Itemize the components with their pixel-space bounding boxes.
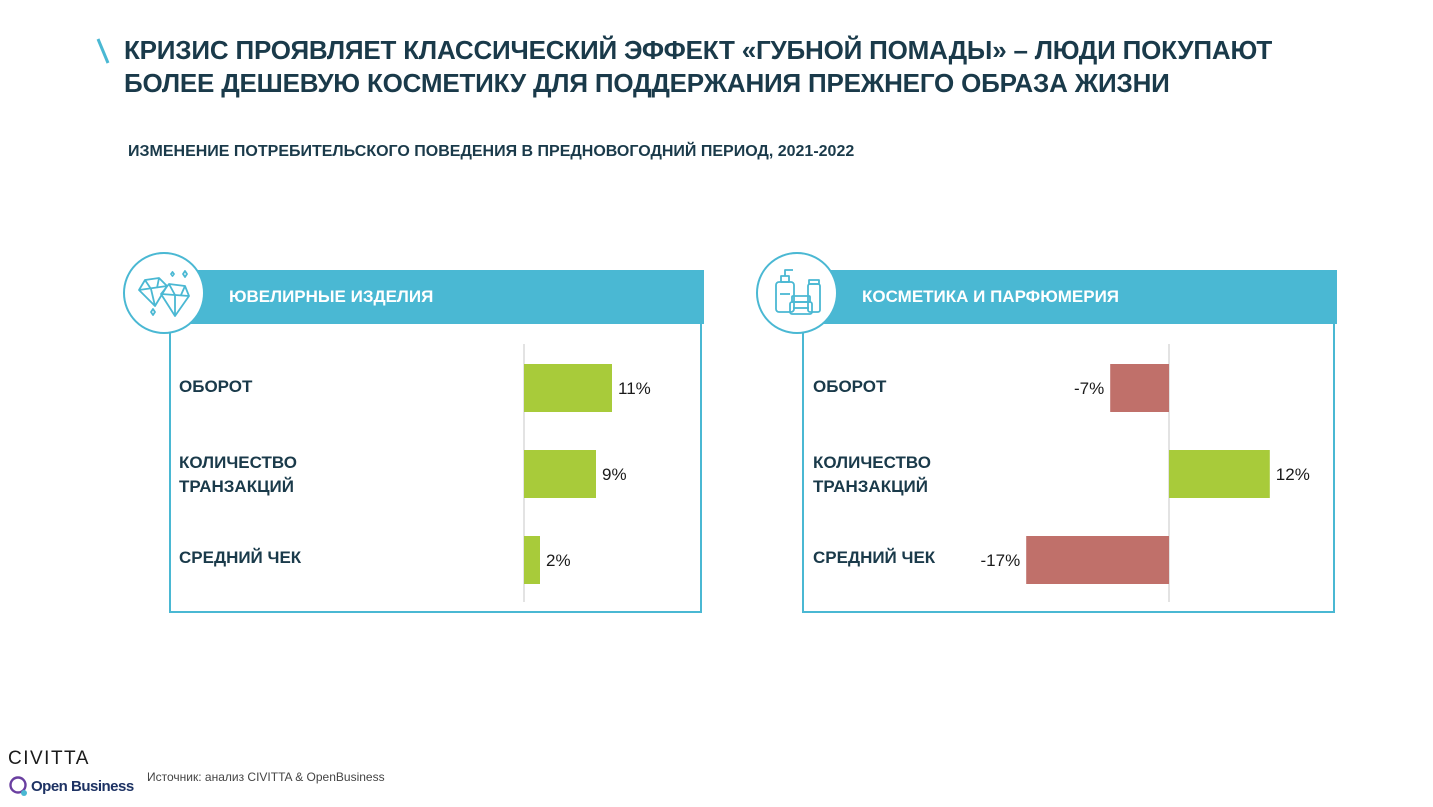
cosmetics-value-label-2: 12% — [1276, 465, 1310, 484]
page-title: КРИЗИС ПРОЯВЛЯЕТ КЛАССИЧЕСКИЙ ЭФФЕКТ «ГУ… — [124, 34, 1324, 100]
jewelry-bar-1 — [524, 364, 612, 412]
cosmetics-bar-2 — [1169, 450, 1270, 498]
cosmetics-value-label-1: -7% — [1074, 379, 1104, 398]
openbusiness-logo: Open Business — [8, 772, 148, 802]
source-note: Источник: анализ CIVITTA & OpenBusiness — [147, 770, 385, 784]
openbusiness-logo-mark — [9, 776, 27, 796]
jewelry-value-label-1: 11% — [618, 379, 651, 398]
row-label-line: КОЛИЧЕСТВО — [813, 453, 931, 472]
row-label-line: СРЕДНИЙ ЧЕК — [813, 548, 936, 567]
jewelry-value-label-3: 2% — [546, 551, 571, 570]
chart-subtitle: ИЗМЕНЕНИЕ ПОТРЕБИТЕЛЬСКОГО ПОВЕДЕНИЯ В П… — [128, 143, 855, 160]
row-label-line: ОБОРОТ — [179, 377, 253, 396]
row-label-line: КОЛИЧЕСТВО — [179, 453, 297, 472]
page-title-line-1: КРИЗИС ПРОЯВЛЯЕТ КЛАССИЧЕСКИЙ ЭФФЕКТ «ГУ… — [124, 35, 1273, 65]
jewelry-panel-header: ЮВЕЛИРНЫЕ ИЗДЕЛИЯ — [169, 270, 704, 324]
jewelry-row-label-avg-check: СРЕДНИЙ ЧЕК — [179, 546, 379, 570]
cosmetics-icon — [756, 252, 838, 334]
diamond-icon — [123, 252, 205, 334]
cosmetics-row-label-transactions: КОЛИЧЕСТВО ТРАНЗАКЦИЙ — [813, 451, 1013, 499]
jewelry-bar-3 — [524, 536, 540, 584]
row-label-line: ОБОРОТ — [813, 377, 887, 396]
civitta-logo: CIVITTA — [8, 748, 90, 769]
page-title-line-2: БОЛЕЕ ДЕШЕВУЮ КОСМЕТИКУ ДЛЯ ПОДДЕРЖАНИЯ … — [124, 68, 1170, 98]
jewelry-row-label-turnover: ОБОРОТ — [179, 375, 379, 399]
cosmetics-bar-1 — [1110, 364, 1169, 412]
cosmetics-panel-header: КОСМЕТИКА И ПАРФЮМЕРИЯ — [802, 270, 1337, 324]
cosmetics-row-label-turnover: ОБОРОТ — [813, 375, 1013, 399]
title-accent-slash — [96, 38, 110, 64]
row-label-line: ТРАНЗАКЦИЙ — [813, 477, 928, 496]
cosmetics-bar-3 — [1026, 536, 1169, 584]
jewelry-panel-title: ЮВЕЛИРНЫЕ ИЗДЕЛИЯ — [229, 287, 434, 306]
row-label-line: ТРАНЗАКЦИЙ — [179, 477, 294, 496]
row-label-line: СРЕДНИЙ ЧЕК — [179, 548, 302, 567]
cosmetics-panel-title: КОСМЕТИКА И ПАРФЮМЕРИЯ — [862, 287, 1120, 306]
jewelry-value-label-2: 9% — [602, 465, 627, 484]
openbusiness-logo-text: Open Business — [31, 778, 134, 795]
jewelry-panel: ЮВЕЛИРНЫЕ ИЗДЕЛИЯ — [169, 270, 704, 613]
cosmetics-value-label-3: -17% — [981, 551, 1021, 570]
jewelry-bar-2 — [524, 450, 596, 498]
jewelry-row-label-transactions: КОЛИЧЕСТВО ТРАНЗАКЦИЙ — [179, 451, 379, 499]
cosmetics-row-label-avg-check: СРЕДНИЙ ЧЕК — [813, 546, 1013, 570]
